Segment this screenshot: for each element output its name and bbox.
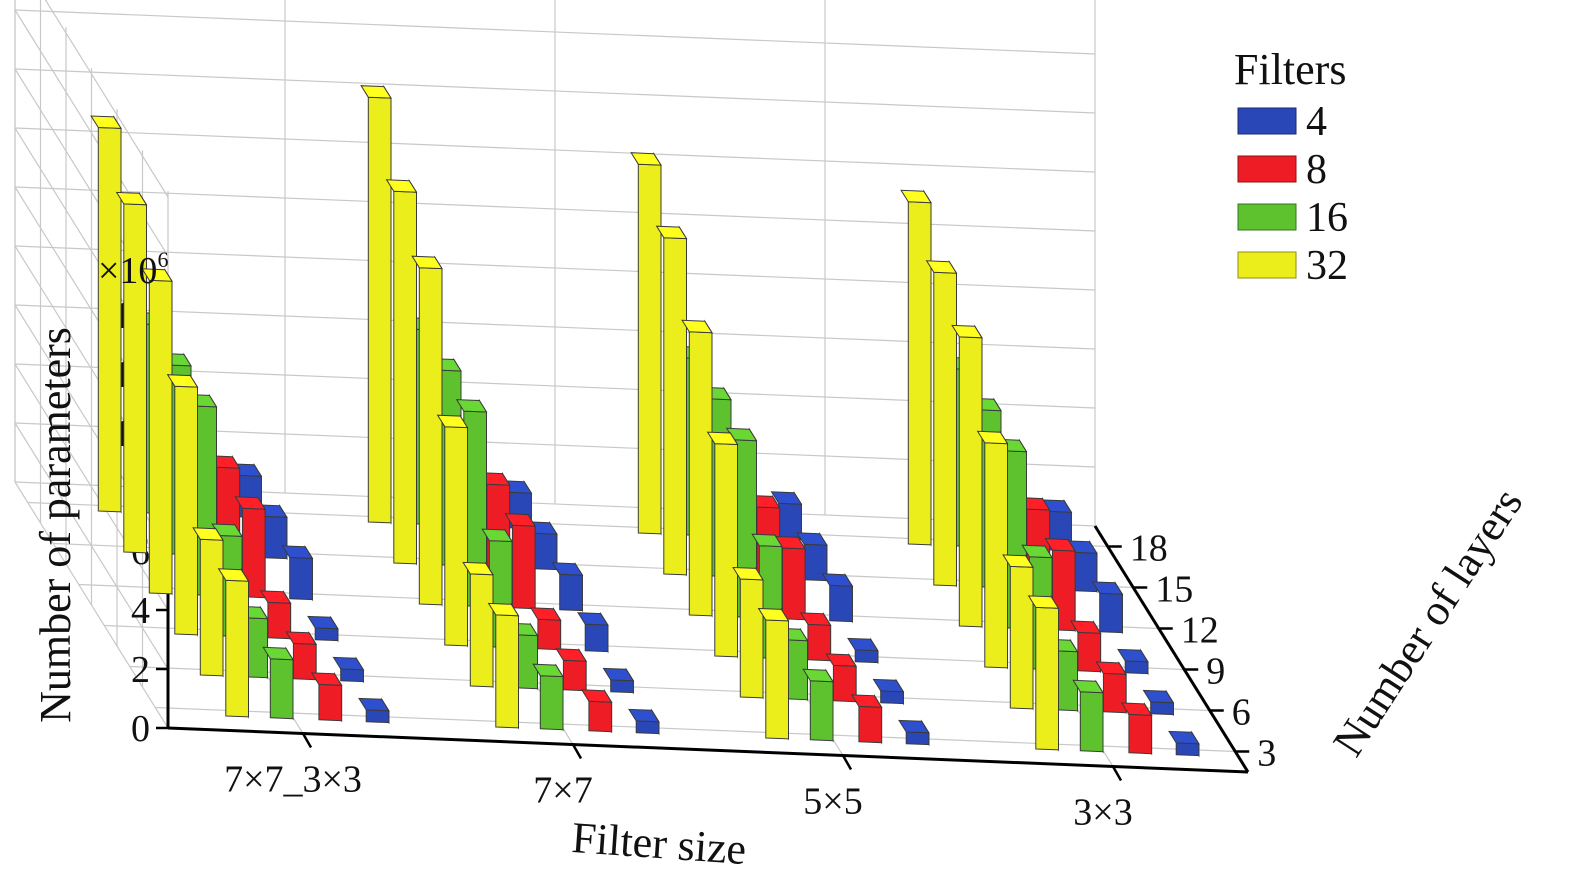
x-tick-label: 5×5 — [803, 781, 862, 823]
bar-4-7×7-9 — [577, 611, 609, 654]
bar-4-3×3-9 — [1117, 648, 1149, 676]
bar-32-3×3-6 — [1002, 554, 1034, 711]
bar-32-7×7_3×3-9 — [166, 373, 199, 637]
y-axis-title: Number of layers — [1323, 480, 1532, 765]
legend-swatch-8 — [1237, 155, 1297, 183]
bar-32-7×7-9 — [436, 414, 469, 648]
bar-4-3×3-6 — [1142, 689, 1175, 717]
legend-swatch-16 — [1237, 203, 1297, 231]
bar-8-3×3-12 — [1044, 537, 1077, 633]
x-tick-label: 3×3 — [1073, 792, 1132, 834]
y-tick-label: 15 — [1155, 569, 1193, 611]
bar-4-7×7-3 — [628, 708, 660, 736]
bar-16-7×7-6 — [506, 622, 539, 691]
bar-32-5×5-15 — [655, 225, 688, 577]
legend-label-32: 32 — [1306, 243, 1348, 289]
bar-4-3×3-3 — [1168, 730, 1200, 758]
x-tick-label: 7×7_3×3 — [224, 759, 362, 801]
bar-32-7×7-15 — [385, 178, 418, 566]
bar-32-3×3-12 — [951, 324, 983, 629]
legend-label-4: 4 — [1306, 99, 1327, 145]
bar-8-7×7_3×3-9 — [259, 590, 292, 641]
bar-32-7×7-18 — [360, 84, 392, 525]
bar-8-5×5-9 — [799, 612, 832, 663]
bar-32-3×3-15 — [925, 259, 958, 588]
bar-4-5×5-15 — [796, 531, 828, 583]
bar-8-3×3-3 — [1120, 702, 1153, 756]
bar-8-3×3-6 — [1095, 661, 1128, 715]
bar-4-7×7_3×3-12 — [281, 545, 314, 602]
z-tick-label: 0 — [131, 708, 150, 750]
z-axis-title: Number of parameters — [31, 327, 80, 723]
bar-4-5×5-3 — [898, 719, 930, 747]
bar-8-7×7_3×3-6 — [285, 631, 318, 682]
bar-32-7×7_3×3-15 — [115, 191, 148, 555]
bar-32-5×5-6 — [732, 566, 764, 700]
y-tick-label: 18 — [1130, 528, 1168, 570]
z-axis-multiplier: ×106 — [98, 247, 168, 292]
bar-16-7×7-3 — [532, 663, 564, 732]
bar-4-7×7-6 — [602, 667, 635, 695]
bar-16-5×5-6 — [776, 627, 809, 702]
bar-8-5×5-12 — [774, 535, 807, 622]
y-tick-label: 6 — [1232, 692, 1251, 734]
bar-32-7×7-6 — [462, 561, 494, 689]
bar-4-5×5-6 — [872, 678, 905, 706]
bar-16-3×3-3 — [1072, 679, 1104, 754]
bar-8-7×7-6 — [555, 647, 588, 693]
bar-4-7×7_3×3-9 — [307, 615, 339, 643]
z-tick-label: 4 — [131, 590, 150, 632]
bar-4-5×5-9 — [847, 637, 879, 665]
bar-8-7×7_3×3-3 — [310, 672, 343, 723]
legend-swatch-32 — [1237, 251, 1297, 279]
bar-32-5×5-9 — [706, 431, 739, 659]
bar-32-7×7_3×3-3 — [217, 567, 250, 719]
bar-8-7×7-9 — [529, 606, 562, 652]
legend-label-8: 8 — [1306, 147, 1327, 193]
bar-16-5×5-3 — [802, 668, 834, 743]
bar-16-7×7_3×3-3 — [262, 646, 294, 721]
bar-32-3×3-3 — [1027, 595, 1060, 752]
bar-4-3×3-12 — [1091, 581, 1124, 635]
bar-32-5×5-18 — [630, 151, 662, 536]
bar-8-5×5-6 — [825, 653, 858, 704]
bars-layer — [90, 84, 1200, 758]
y-tick-label: 3 — [1257, 733, 1276, 775]
bar-4-7×7_3×3-3 — [358, 697, 390, 725]
legend-swatch-4 — [1237, 107, 1297, 135]
bar-8-7×7-3 — [580, 688, 613, 734]
bar-32-3×3-18 — [900, 189, 932, 547]
bar-32-7×7-3 — [487, 602, 520, 730]
bar-4-7×7-12 — [551, 561, 584, 613]
bar-8-5×5-3 — [850, 694, 883, 745]
y-tick-label: 12 — [1181, 610, 1219, 652]
y-tick-label: 9 — [1206, 651, 1225, 693]
bar-32-7×7_3×3-18 — [90, 115, 122, 514]
legend-title: Filters — [1234, 45, 1346, 94]
x-tick-label: 7×7 — [533, 770, 592, 812]
bar-4-5×5-12 — [821, 572, 854, 624]
bar-4-7×7_3×3-6 — [332, 656, 365, 684]
bar-8-3×3-9 — [1069, 620, 1102, 674]
bar-32-7×7_3×3-12 — [141, 267, 173, 596]
bar-32-5×5-12 — [681, 319, 713, 618]
legend-label-16: 16 — [1306, 195, 1348, 241]
z-tick-label: 2 — [131, 649, 150, 691]
bar-32-7×7-12 — [411, 255, 443, 607]
x-axis-title: Filter size — [570, 813, 748, 874]
bar-32-5×5-3 — [757, 607, 790, 741]
bar-32-7×7_3×3-6 — [192, 526, 224, 678]
bar-8-7×7-12 — [504, 512, 537, 611]
bar-8-7×7_3×3-12 — [234, 495, 267, 600]
bar-32-3×3-9 — [976, 430, 1009, 670]
